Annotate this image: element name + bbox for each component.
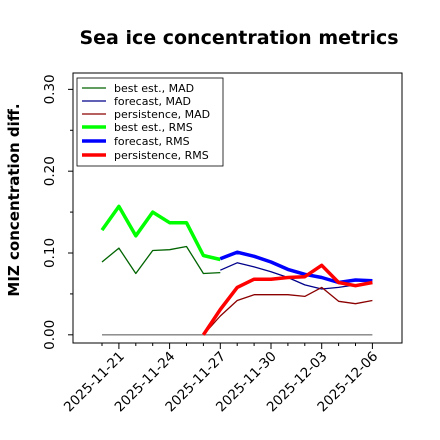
x-axis: 2025-11-212025-11-242025-11-272025-11-30… (61, 343, 381, 415)
legend-box (76, 77, 224, 167)
y-tick-label: 0.10 (42, 238, 58, 268)
y-tick-label: 0.20 (42, 156, 58, 186)
series-line-2 (202, 286, 373, 336)
series-line-5 (201, 263, 373, 336)
chart-title: Sea ice concentration metrics (79, 27, 398, 49)
series-line-4 (219, 250, 373, 285)
series-line-0 (101, 245, 221, 275)
y-axis-label: MIZ concentration diff. (5, 103, 23, 296)
legend-label-4: forecast, RMS (114, 135, 190, 148)
y-axis: 0.00 0.10 0.20 0.30 (42, 74, 73, 350)
legend-label-5: persistence, RMS (114, 149, 209, 162)
legend-label-1: forecast, MAD (114, 95, 191, 108)
legend-label-0: best est., MAD (114, 82, 194, 95)
series-line-1 (220, 262, 373, 290)
series-layer (100, 204, 373, 336)
legend-label-3: best est., RMS (114, 121, 193, 134)
y-tick-label: 0.00 (42, 320, 58, 350)
series-line-3 (100, 204, 221, 262)
y-tick-label: 0.30 (42, 74, 58, 104)
legend-label-2: persistence, MAD (114, 108, 210, 121)
